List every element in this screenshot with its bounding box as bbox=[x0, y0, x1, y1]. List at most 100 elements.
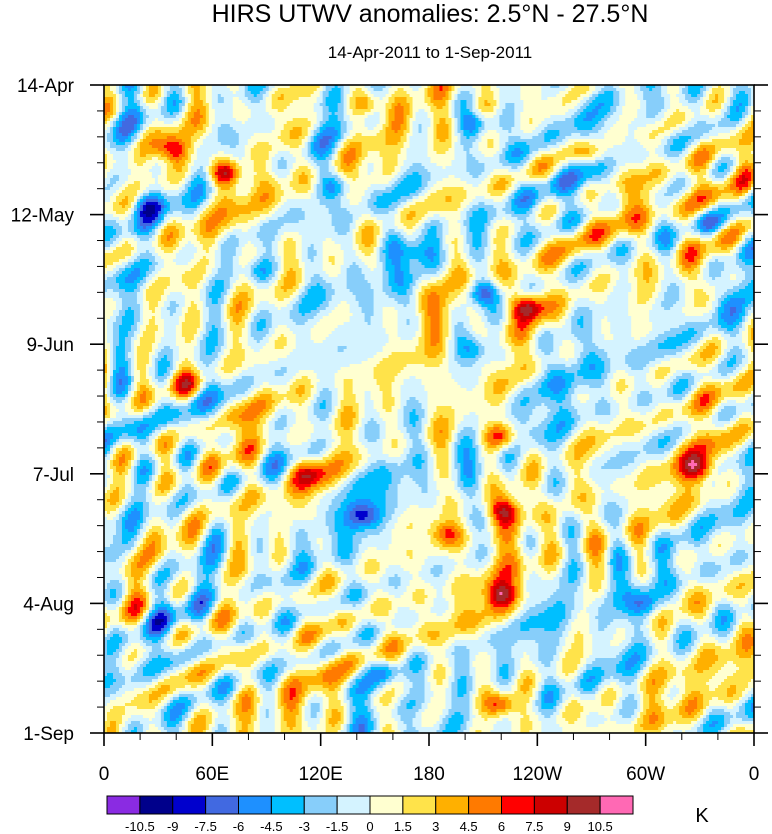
heatmap-cell bbox=[568, 145, 596, 149]
heatmap-cell bbox=[490, 244, 497, 248]
heatmap-cell bbox=[181, 202, 201, 206]
heatmap-cell bbox=[580, 187, 584, 191]
heatmap-cell bbox=[469, 148, 480, 152]
heatmap-cell bbox=[319, 145, 327, 149]
heatmap-cell bbox=[133, 139, 138, 143]
heatmap-cell bbox=[202, 103, 210, 107]
heatmap-cell bbox=[475, 247, 480, 251]
heatmap-cell bbox=[742, 193, 746, 197]
heatmap-cell bbox=[229, 163, 237, 167]
heatmap-cell bbox=[104, 154, 108, 158]
heatmap-cell bbox=[586, 241, 602, 245]
heatmap-cell bbox=[622, 106, 641, 110]
heatmap-cell bbox=[328, 106, 339, 110]
heatmap-cell bbox=[700, 241, 716, 245]
heatmap-cell bbox=[385, 103, 393, 107]
heatmap-cell bbox=[148, 268, 156, 272]
heatmap-cell bbox=[592, 238, 599, 242]
heatmap-cell bbox=[295, 244, 303, 248]
heatmap-cell bbox=[523, 100, 563, 104]
heatmap-cell bbox=[316, 97, 324, 101]
heatmap-cell bbox=[562, 97, 578, 101]
heatmap-cell bbox=[133, 154, 141, 158]
heatmap-cell bbox=[355, 151, 363, 155]
heatmap-cell bbox=[139, 151, 165, 155]
heatmap-cell bbox=[466, 232, 474, 236]
heatmap-cell bbox=[751, 235, 754, 239]
heatmap-cell bbox=[658, 112, 665, 116]
heatmap-cell bbox=[250, 226, 261, 230]
heatmap-cell bbox=[571, 226, 578, 230]
heatmap-cell bbox=[145, 160, 165, 164]
heatmap-cell bbox=[232, 199, 252, 203]
heatmap-cell bbox=[367, 205, 378, 209]
heatmap-cell bbox=[193, 217, 201, 221]
heatmap-cell bbox=[730, 136, 743, 140]
heatmap-cell bbox=[244, 148, 252, 152]
heatmap-cell bbox=[283, 97, 300, 101]
heatmap-cell bbox=[271, 202, 279, 206]
heatmap-cell bbox=[325, 187, 336, 191]
heatmap-cell bbox=[271, 208, 279, 212]
heatmap-cell bbox=[352, 94, 369, 98]
heatmap-cell bbox=[715, 145, 754, 149]
heatmap-cell bbox=[658, 145, 665, 149]
heatmap-cell bbox=[559, 208, 566, 212]
heatmap-cell bbox=[349, 85, 366, 89]
heatmap-cell bbox=[325, 85, 336, 89]
heatmap-cell bbox=[634, 214, 641, 218]
heatmap-cell bbox=[181, 238, 198, 242]
heatmap-cell bbox=[562, 163, 569, 167]
heatmap-cell bbox=[409, 265, 426, 269]
heatmap-cell bbox=[724, 265, 740, 269]
heatmap-cell bbox=[208, 202, 213, 206]
heatmap-cell bbox=[124, 181, 135, 185]
heatmap-cell bbox=[349, 106, 357, 110]
heatmap-cell bbox=[238, 181, 255, 185]
heatmap-cell bbox=[667, 181, 674, 185]
heatmap-cell bbox=[703, 262, 707, 266]
heatmap-cell bbox=[703, 163, 707, 167]
heatmap-cell bbox=[118, 223, 129, 227]
heatmap-cell bbox=[208, 217, 225, 221]
heatmap-cell bbox=[142, 127, 147, 131]
heatmap-cell bbox=[535, 205, 539, 209]
heatmap-cell bbox=[700, 253, 704, 257]
heatmap-cell bbox=[574, 190, 578, 194]
heatmap-cell bbox=[568, 190, 575, 194]
heatmap-cell bbox=[379, 130, 387, 134]
heatmap-cell bbox=[104, 160, 108, 164]
heatmap-cell bbox=[154, 268, 162, 272]
heatmap-cell bbox=[712, 238, 719, 242]
heatmap-cell bbox=[340, 127, 348, 131]
heatmap-cell bbox=[409, 268, 441, 272]
heatmap-cell bbox=[652, 178, 665, 182]
heatmap-cell bbox=[184, 103, 189, 107]
heatmap-cell bbox=[532, 166, 539, 170]
heatmap-cell bbox=[325, 145, 333, 149]
heatmap-cell bbox=[412, 199, 426, 203]
heatmap-cell bbox=[298, 175, 309, 179]
heatmap-cell bbox=[625, 217, 632, 221]
heatmap-cell bbox=[658, 265, 665, 269]
heatmap-cell bbox=[445, 253, 450, 257]
heatmap-cell bbox=[406, 151, 429, 155]
heatmap-cell bbox=[544, 172, 551, 176]
heatmap-cell bbox=[104, 199, 111, 203]
heatmap-cell bbox=[163, 199, 168, 203]
heatmap-cell bbox=[130, 88, 138, 92]
heatmap-cell bbox=[400, 169, 408, 173]
heatmap-cell bbox=[436, 130, 450, 134]
heatmap-cell bbox=[562, 139, 569, 143]
heatmap-cell bbox=[553, 163, 557, 167]
heatmap-cell bbox=[460, 85, 474, 89]
heatmap-cell bbox=[514, 226, 521, 230]
heatmap-cell bbox=[409, 262, 423, 266]
heatmap-cell bbox=[136, 196, 141, 200]
heatmap-cell bbox=[385, 247, 390, 251]
heatmap-cell bbox=[256, 274, 270, 278]
heatmap-cell bbox=[208, 193, 213, 197]
heatmap-cell bbox=[280, 274, 288, 278]
heatmap-cell bbox=[349, 199, 363, 203]
heatmap-cell bbox=[667, 91, 680, 95]
